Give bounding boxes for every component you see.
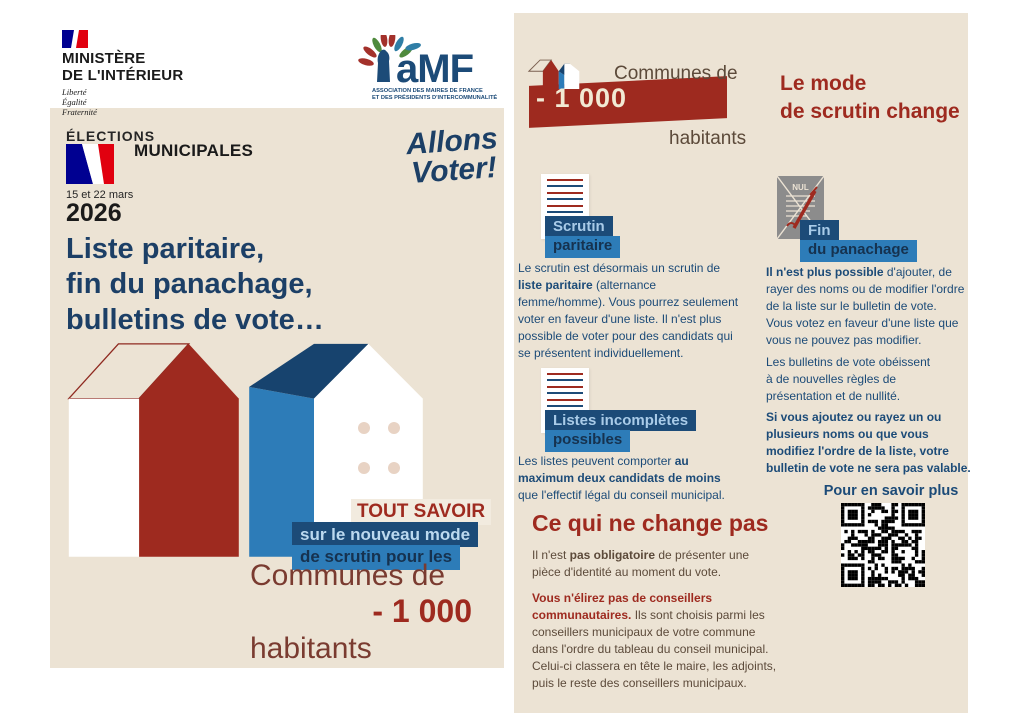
- svg-text:NUL: NUL: [792, 183, 809, 192]
- svg-text:ASSOCIATION DES MAIRES DE FRAN: ASSOCIATION DES MAIRES DE FRANCE: [372, 88, 483, 94]
- svg-text:ET DES PRÉSIDENTS D'INTERCOMMU: ET DES PRÉSIDENTS D'INTERCOMMUNALITÉ: [372, 93, 497, 100]
- svg-text:aMF: aMF: [396, 47, 473, 91]
